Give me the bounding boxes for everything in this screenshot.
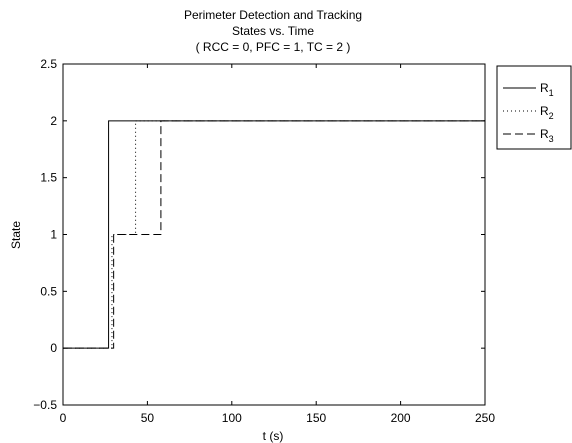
y-tick-label: 2.5 [40, 57, 57, 71]
x-tick-label: 0 [60, 411, 67, 425]
legend-box [496, 65, 572, 150]
x-tick-label: 50 [141, 411, 155, 425]
y-tick-label: 0 [50, 341, 57, 355]
x-tick-label: 250 [475, 411, 495, 425]
axis-ticks: 0 50 100 150 200 250−0.500.511.522.5 [33, 57, 495, 425]
chart-title-line-3: ( RCC = 0, PFC = 1, TC = 2 ) [196, 40, 351, 54]
x-tick-label: 150 [306, 411, 326, 425]
x-tick-label: 100 [222, 411, 242, 425]
y-tick-label: 1 [50, 228, 57, 242]
y-tick-label: 0.5 [40, 284, 57, 298]
chart-title-line-1: Perimeter Detection and Tracking [184, 8, 362, 22]
plot-frame [62, 63, 486, 406]
x-tick-label: 200 [391, 411, 411, 425]
series-line-3 [63, 120, 485, 349]
chart-title-line-2: States vs. Time [232, 24, 314, 38]
data-series [63, 120, 485, 349]
y-tick-label: 1.5 [40, 171, 57, 185]
y-tick-label: −0.5 [33, 398, 57, 412]
y-tick-label: 2 [50, 114, 57, 128]
y-axis-label: State [9, 221, 23, 249]
x-axis-label: t (s) [263, 429, 284, 443]
